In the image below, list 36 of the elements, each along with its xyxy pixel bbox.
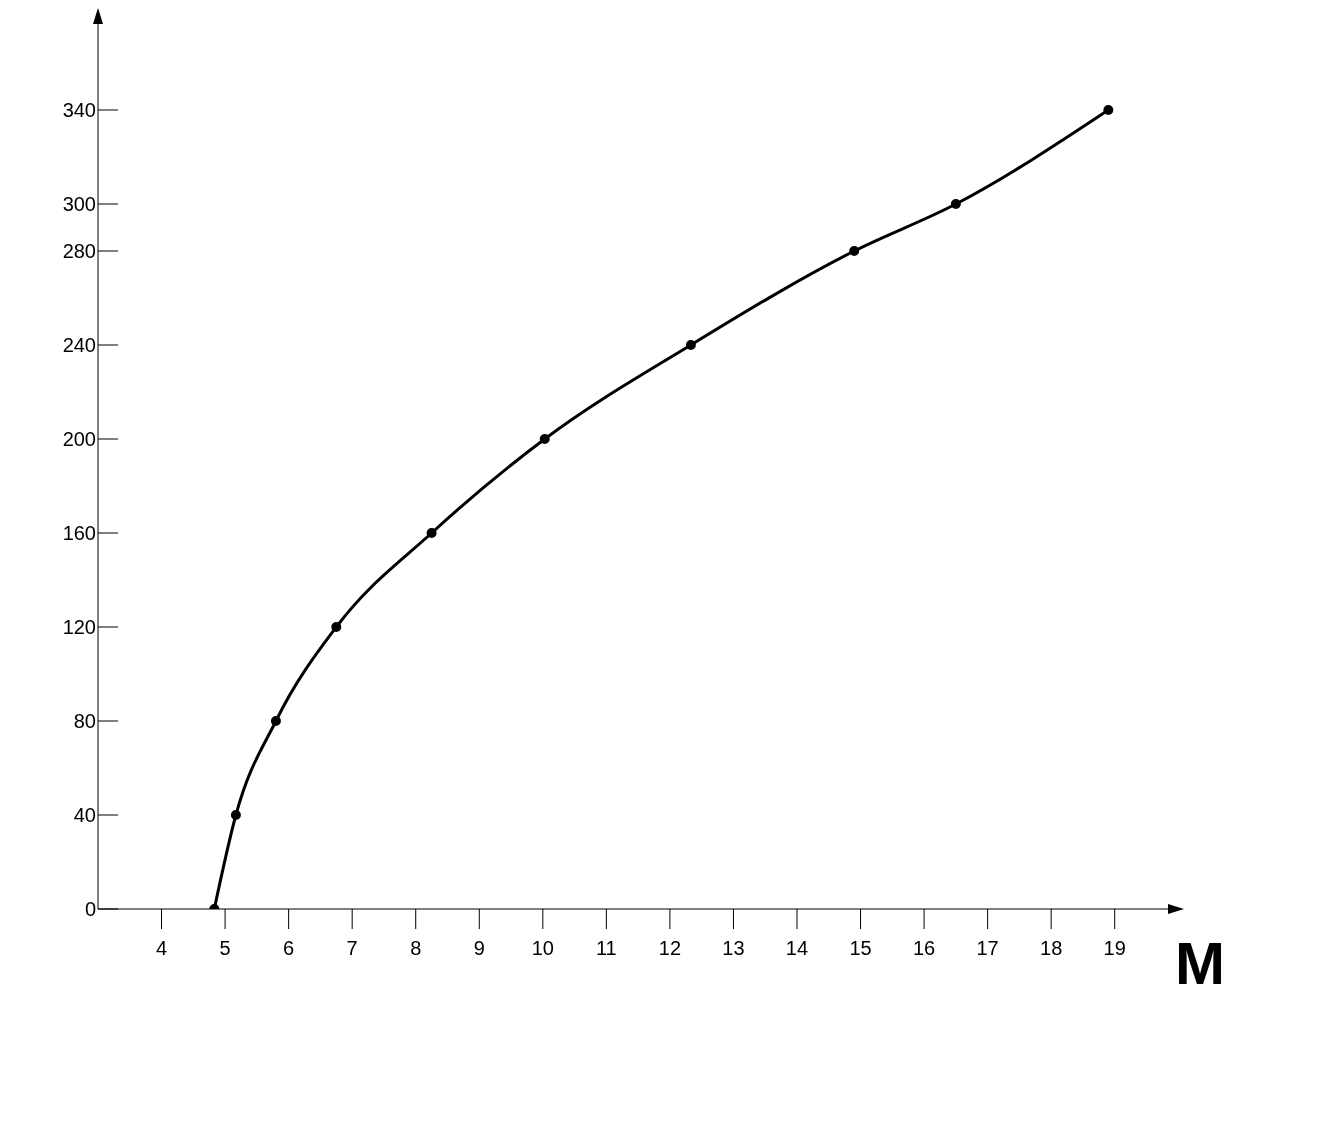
point bbox=[270, 716, 281, 726]
point bbox=[950, 199, 961, 209]
x-tick-label: 19 bbox=[1103, 937, 1126, 960]
point bbox=[539, 434, 550, 444]
x-tick-label: 11 bbox=[595, 937, 617, 960]
y-tick-label: 160 bbox=[62, 522, 96, 545]
y-tick-label: 340 bbox=[62, 99, 96, 122]
point bbox=[849, 246, 860, 256]
x-tick-label: 16 bbox=[912, 937, 936, 960]
y-tick-label: 240 bbox=[62, 334, 96, 357]
y-tick-label: 200 bbox=[62, 428, 96, 451]
x-tick-label: 5 bbox=[219, 937, 231, 960]
x-axis-title: M bbox=[1175, 930, 1225, 997]
x-tick-label: 12 bbox=[658, 937, 682, 960]
y-tick-label: 80 bbox=[73, 710, 96, 733]
x-tick-label: 15 bbox=[849, 937, 872, 960]
y-tick-label: 40 bbox=[73, 804, 96, 827]
y-tick-label: 300 bbox=[62, 193, 96, 216]
x-tick-label: 4 bbox=[155, 937, 168, 960]
x-tick-label: 8 bbox=[410, 937, 422, 960]
x-tick-label: 13 bbox=[722, 937, 745, 960]
x-tick-label: 14 bbox=[785, 937, 809, 960]
x-tick-label: 7 bbox=[346, 937, 358, 960]
x-tick-label: 18 bbox=[1040, 937, 1063, 960]
y-tick-label: 120 bbox=[62, 616, 96, 639]
point bbox=[685, 340, 696, 350]
point bbox=[331, 622, 342, 632]
x-tick-label: 9 bbox=[473, 937, 485, 960]
y-tick-label: 0 bbox=[84, 898, 96, 921]
x-tick-label: 10 bbox=[531, 937, 554, 960]
x-tick-label: 17 bbox=[976, 937, 999, 960]
point bbox=[426, 528, 437, 538]
point bbox=[230, 810, 241, 820]
y-tick-label: 280 bbox=[62, 240, 96, 263]
point bbox=[1103, 105, 1114, 115]
x-tick-label: 6 bbox=[283, 937, 295, 960]
